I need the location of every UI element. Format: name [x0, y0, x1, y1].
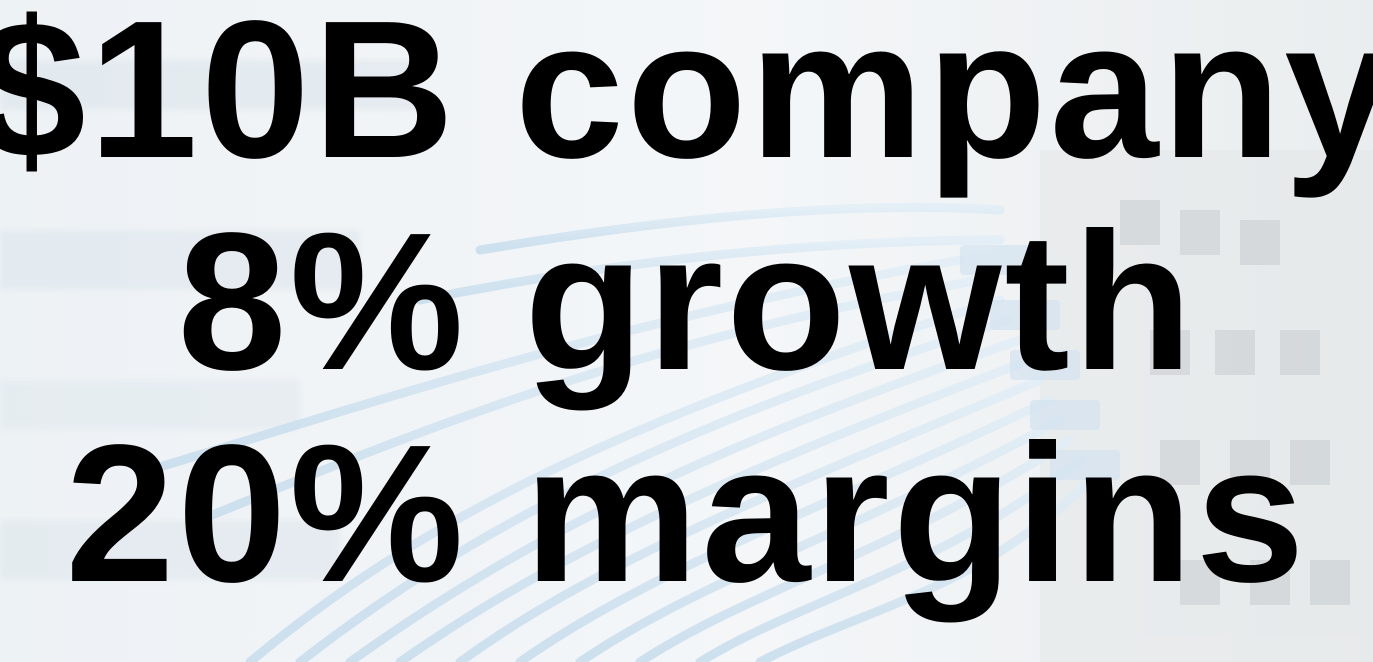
headline-line-growth: 8% growth — [177, 192, 1196, 411]
headline-line-margins: 20% margins — [65, 404, 1308, 623]
headline-line-company-size: $10B company — [0, 0, 1373, 199]
